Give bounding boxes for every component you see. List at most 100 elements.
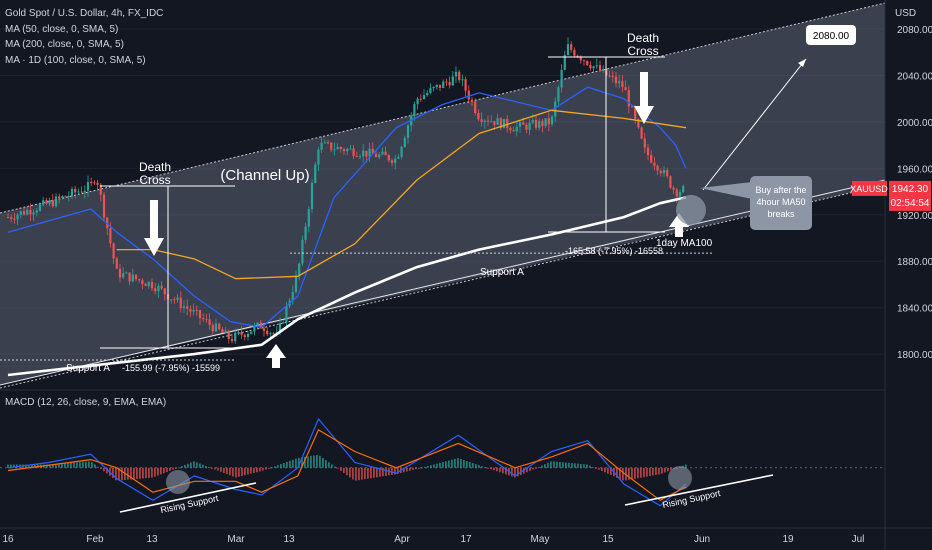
candle-body	[371, 148, 374, 154]
macd-histogram-bar	[649, 467, 651, 477]
macd-histogram-bar	[166, 467, 168, 473]
candle-body	[170, 299, 173, 301]
candle-body	[32, 212, 35, 215]
candle-body	[541, 120, 544, 126]
macd-histogram-bar	[10, 464, 12, 468]
macd-histogram-bar	[286, 461, 288, 468]
macd-histogram-bar	[292, 459, 294, 468]
candle-body	[512, 130, 515, 132]
candle-body	[192, 309, 195, 312]
macd-histogram-bar	[397, 467, 399, 474]
macd-histogram-bar	[289, 460, 291, 468]
candle-body	[314, 164, 317, 183]
candle-body	[282, 322, 285, 324]
macd-histogram-bar	[670, 467, 672, 471]
time-tick-label: 13	[146, 534, 158, 545]
macd-histogram-bar	[76, 462, 78, 468]
candle-body	[16, 214, 19, 220]
candle-body	[464, 79, 467, 91]
buy-note-text: breaks	[767, 209, 795, 219]
macd-histogram-bar	[316, 455, 318, 468]
candle-body	[550, 116, 554, 125]
macd-histogram-bar	[301, 457, 303, 468]
candle-body	[461, 79, 464, 81]
candle-body	[666, 169, 669, 177]
candle-body	[179, 297, 182, 308]
candle-body	[598, 65, 602, 71]
candle-body	[246, 333, 250, 337]
time-tick-label: Apr	[394, 534, 410, 545]
macd-histogram-bar	[619, 467, 621, 480]
candle-body	[131, 274, 134, 282]
candle-body	[496, 118, 499, 125]
channel-up-label: (Channel Up)	[220, 167, 309, 184]
macd-histogram-bar	[418, 467, 420, 469]
candle-body	[515, 126, 518, 132]
candle-body	[147, 281, 150, 286]
candle-body	[240, 332, 243, 335]
macd-histogram-bar	[136, 467, 138, 479]
candle-body	[42, 200, 45, 205]
macd-histogram-bar	[196, 462, 198, 468]
measure-text-left: -155.99 (-7.95%) -15599	[122, 363, 220, 373]
macd-histogram-bar	[427, 465, 429, 468]
macd-histogram-bar	[160, 467, 162, 475]
macd-histogram-bar	[436, 463, 438, 468]
macd-histogram-bar	[208, 467, 210, 469]
macd-histogram-bar	[226, 467, 228, 475]
macd-histogram-bar	[121, 467, 123, 481]
macd-histogram-bar	[235, 467, 237, 478]
macd-histogram-bar	[643, 467, 645, 478]
macd-histogram-bar	[412, 467, 414, 470]
candle-body	[269, 333, 272, 335]
candle-body	[301, 239, 304, 264]
candle-body	[538, 120, 541, 128]
last-price-tag-bg	[889, 180, 931, 211]
candle-body	[573, 49, 576, 56]
candle-body	[22, 211, 26, 215]
candle-body	[477, 112, 480, 120]
macd-histogram-bar	[391, 467, 393, 475]
candle-body	[602, 68, 605, 71]
candle-body	[675, 189, 678, 197]
candle-body	[397, 156, 400, 159]
macd-histogram-bar	[493, 467, 495, 471]
macd-histogram-bar	[481, 466, 483, 468]
macd-histogram-bar	[382, 467, 384, 477]
candle-body	[557, 87, 560, 102]
price-tick-label: 1960.00	[897, 164, 932, 175]
candle-body	[141, 280, 144, 284]
candle-body	[634, 107, 637, 119]
candle-body	[422, 95, 426, 100]
candle-body	[134, 274, 138, 280]
target-price-text: 2080.00	[813, 31, 850, 42]
candle-body	[310, 182, 314, 210]
candle-body	[618, 81, 621, 84]
death-cross-label-left: Death	[139, 160, 171, 174]
macd-histogram-bar	[352, 467, 354, 480]
macd-histogram-bar	[574, 463, 576, 468]
candle-body	[454, 71, 458, 77]
rising-support-line-left	[119, 482, 257, 513]
support-a-label-left: Support A	[66, 363, 110, 374]
candle-body	[176, 297, 179, 301]
candle-body	[205, 319, 208, 321]
candle-body	[608, 75, 611, 77]
candle-body	[214, 323, 218, 332]
macd-histogram-bar	[85, 461, 87, 468]
macd-histogram-bar	[604, 467, 606, 473]
candle-body	[640, 127, 643, 139]
candle-body	[384, 151, 387, 156]
macd-histogram-bar	[148, 467, 150, 478]
target-price-box: 2080.00	[806, 25, 856, 45]
macd-histogram-bar	[259, 467, 261, 472]
macd-histogram-bar	[241, 467, 243, 476]
candle-body	[499, 118, 502, 129]
macd-histogram-bar	[514, 467, 516, 478]
macd-histogram-bar	[118, 467, 120, 481]
candle-body	[678, 192, 682, 197]
candle-body	[19, 211, 22, 215]
candle-body	[90, 182, 93, 184]
candle-body	[198, 310, 202, 319]
macd-legend: MACD (12, 26, close, 9, EMA, EMA)	[5, 397, 167, 408]
